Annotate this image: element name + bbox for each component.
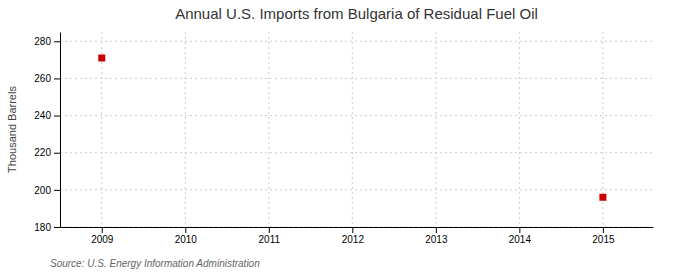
point bbox=[98, 55, 105, 62]
grid-line bbox=[268, 32, 269, 227]
tick-label: 220 bbox=[34, 147, 51, 158]
grid-line bbox=[60, 78, 653, 79]
tick-mark bbox=[54, 190, 60, 191]
y-axis-label: Thousand Barrels bbox=[6, 86, 18, 173]
tick: 220 bbox=[34, 147, 60, 158]
tick-label: 2014 bbox=[509, 234, 532, 245]
title: Annual U.S. Imports from Bulgaria of Res… bbox=[175, 5, 538, 22]
tick-mark bbox=[54, 78, 60, 79]
tick-mark bbox=[102, 227, 103, 233]
tick-mark bbox=[54, 227, 60, 228]
chart: 2009 2010 2011 2012 2013 2014 2015 180 200 220 240… bbox=[0, 0, 675, 275]
tick-label: 2010 bbox=[175, 234, 198, 245]
grid-line bbox=[60, 115, 653, 116]
tick-mark bbox=[54, 41, 60, 42]
tick-label: 200 bbox=[34, 185, 51, 196]
tick-mark bbox=[269, 227, 270, 233]
tick: 2014 bbox=[509, 227, 532, 245]
plot-area: 2009 2010 2011 2012 2013 2014 2015 180 200 220 240… bbox=[34, 32, 653, 245]
tick-label: 2015 bbox=[592, 234, 615, 245]
tick-label: 2011 bbox=[259, 234, 281, 245]
tick-label: 180 bbox=[34, 222, 51, 233]
grid-line bbox=[185, 32, 186, 227]
tick-label: 260 bbox=[34, 73, 51, 84]
points bbox=[98, 55, 606, 201]
point bbox=[599, 194, 606, 201]
grid bbox=[60, 32, 653, 227]
tick-mark bbox=[54, 116, 60, 117]
grid-line bbox=[519, 32, 520, 227]
source-note: Source: U.S. Energy Information Administ… bbox=[50, 258, 260, 269]
tick-mark bbox=[519, 227, 520, 233]
tick-label: 2013 bbox=[425, 234, 448, 245]
tick-mark bbox=[185, 227, 186, 233]
axis-line bbox=[60, 33, 61, 228]
tick-label: 2009 bbox=[91, 234, 114, 245]
tick: 2015 bbox=[592, 227, 615, 245]
grid-line bbox=[60, 152, 653, 153]
tick-label: 280 bbox=[34, 36, 51, 47]
grid-line bbox=[60, 189, 653, 190]
grid-line bbox=[60, 41, 653, 42]
tick-label: 240 bbox=[34, 110, 51, 121]
tick-label: 2012 bbox=[342, 234, 365, 245]
axis-line bbox=[61, 227, 654, 228]
tick: 2011 bbox=[259, 227, 281, 245]
tick: 280 bbox=[34, 36, 60, 47]
tick-mark bbox=[54, 153, 60, 154]
x-axis: 2009 2010 2011 2012 2013 2014 2015 bbox=[61, 227, 654, 245]
tick: 200 bbox=[34, 185, 60, 196]
tick: 2013 bbox=[425, 227, 448, 245]
grid-line bbox=[352, 32, 353, 227]
tick: 180 bbox=[34, 222, 60, 233]
tick: 260 bbox=[34, 73, 60, 84]
tick-mark bbox=[436, 227, 437, 233]
y-axis: 180 200 220 240 260 280 bbox=[34, 33, 60, 233]
tick: 240 bbox=[34, 110, 60, 121]
grid-line bbox=[60, 227, 653, 228]
grid-line bbox=[435, 32, 436, 227]
tick-mark bbox=[603, 227, 604, 233]
tick-mark bbox=[352, 227, 353, 233]
tick: 2009 bbox=[91, 227, 114, 245]
tick: 2012 bbox=[342, 227, 365, 245]
tick: 2010 bbox=[175, 227, 198, 245]
